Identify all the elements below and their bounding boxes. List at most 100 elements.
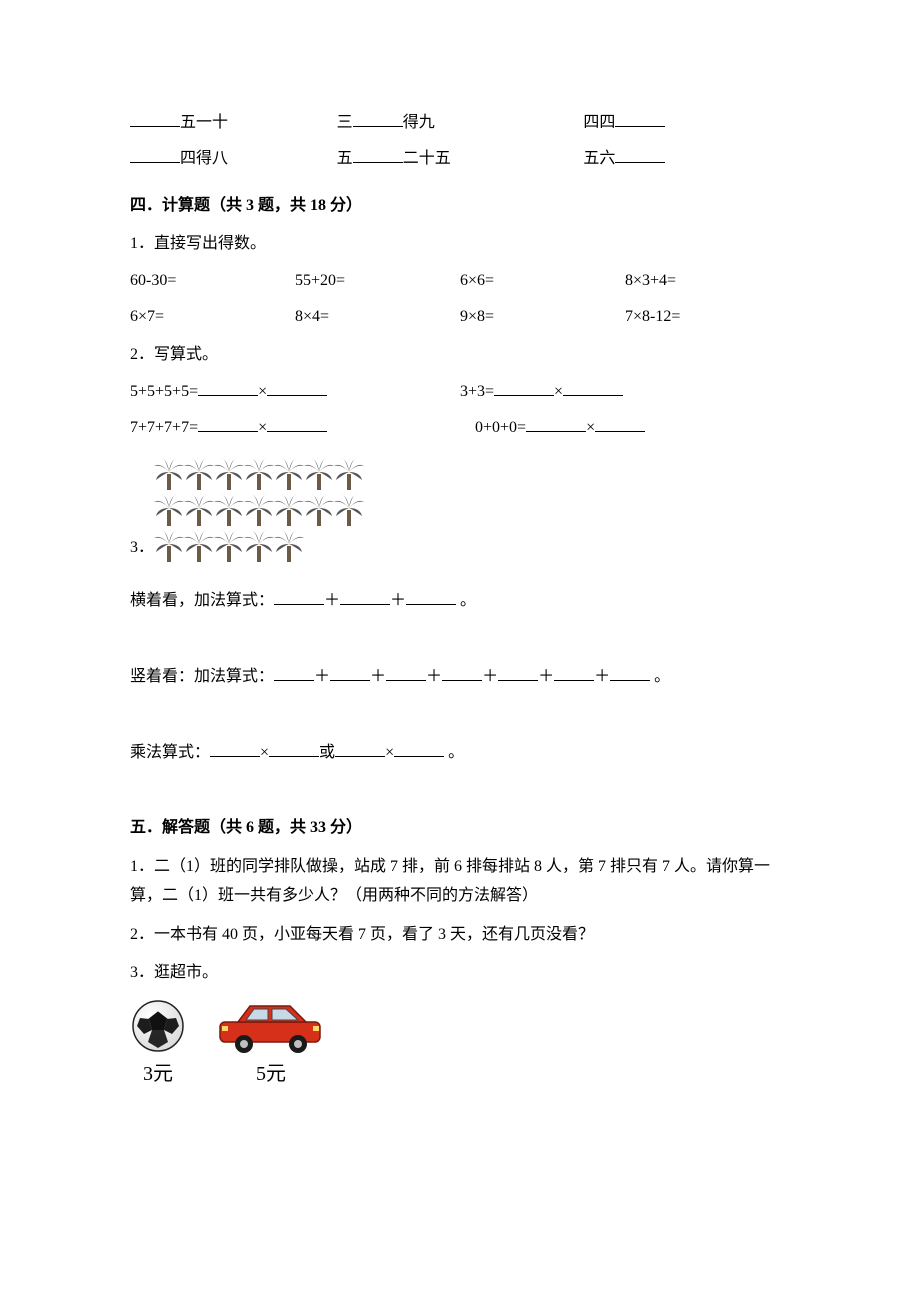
blank[interactable] [274,664,314,681]
text: × [258,383,267,400]
text: 三 [337,114,353,131]
blank[interactable] [335,740,385,757]
expr: 8×4= [295,304,460,330]
end: 。 [650,668,670,685]
s4-q1-prompt: 1．直接写出得数。 [130,231,790,257]
blank[interactable] [615,110,665,127]
s4-q3: 3． [130,450,790,564]
s4-q2-r2-b: 0+0+0=× [445,415,790,441]
blank[interactable] [353,146,403,163]
expr: 6×7= [130,304,295,330]
blank[interactable] [595,415,645,432]
expr: 8×3+4= [625,268,790,294]
blank[interactable] [198,415,258,432]
tree-row [154,492,364,528]
sep: × [385,744,394,761]
fillin-row-1: 五一十 三 得九 四四 [130,110,790,136]
blank[interactable] [526,415,586,432]
text: × [586,419,595,436]
s4-q2-prompt: 2．写算式。 [130,342,790,368]
s5-q1: 1．二（1）班的同学排队做操，站成 7 排，前 6 排每排站 8 人，第 7 排… [130,853,790,911]
blank[interactable] [406,588,456,605]
s4-q3-vert: 竖着看：加法算式：＋＋＋＋＋＋ 。 [130,664,790,690]
text: 5+5+5+5= [130,383,198,400]
end: 。 [444,744,464,761]
car-icon [216,998,326,1054]
text: 得九 [403,114,435,131]
blank[interactable] [386,664,426,681]
sep: × [260,744,269,761]
s4-q3-horiz: 横着看，加法算式： ＋ ＋ 。 [130,588,790,614]
blank[interactable] [353,110,403,127]
soccer-ball-icon [130,998,186,1054]
sep: ＋ [594,668,610,685]
worksheet-page: 五一十 三得九 四四 四得八 五二十五 五六 四．计算题（共 3 题，共 18 … [0,0,920,1150]
s5-q2: 2．一本书有 40 页，小亚每天看 7 页，看了 3 天，还有几页没看？ [130,922,790,948]
tree-row [154,456,364,492]
sep: ＋ [426,668,442,685]
product-car: 5元 [216,998,326,1090]
expr: 9×8= [460,304,625,330]
blank[interactable] [498,664,538,681]
blank[interactable] [615,146,665,163]
fillin-r1-c3: 四四 [543,110,790,136]
blank[interactable] [269,740,319,757]
text: 五一十 [180,114,228,131]
blank[interactable] [563,379,623,396]
blank[interactable] [330,664,370,681]
label: 竖着看：加法算式： [130,668,274,685]
blank[interactable] [394,740,444,757]
expr: 55+20= [295,268,460,294]
s4-q1-row2: 6×7= 8×4= 9×8= 7×8-12= [130,304,790,330]
s4-q2-r1-b: 3+3= × [460,379,790,405]
sep: ＋ [314,668,330,685]
sep: ＋ [324,592,340,609]
blank[interactable] [267,415,327,432]
label: 横着看，加法算式： [130,592,274,609]
fillin-r1-c1: 五一十 [130,110,337,136]
expr: 7×8-12= [625,304,790,330]
fillin-r2-c3: 五六 [543,146,790,172]
text: × [554,383,563,400]
s4-q2-row1: 5+5+5+5= × 3+3= × [130,379,790,405]
text: 四得八 [180,150,228,167]
product-label: 5元 [256,1058,286,1090]
tree-row [154,528,364,564]
blank[interactable] [130,110,180,127]
s4-q1-row1: 60-30= 55+20= 6×6= 8×3+4= [130,268,790,294]
blank[interactable] [442,664,482,681]
blank[interactable] [130,146,180,163]
s4-q2-r1-a: 5+5+5+5= × [130,379,460,405]
blank[interactable] [610,664,650,681]
expr: 60-30= [130,268,295,294]
sep: ＋ [390,592,406,609]
product-soccer: 3元 [130,998,186,1090]
products-row: 3元 5元 [130,998,790,1090]
blank[interactable] [274,588,324,605]
fillin-row-2: 四得八 五二十五 五六 [130,146,790,172]
section5-title: 五．解答题（共 6 题，共 33 分） [130,815,790,841]
product-label: 3元 [143,1058,173,1090]
blank[interactable] [494,379,554,396]
s4-q3-mult: 乘法算式：×或× 。 [130,740,790,766]
text: 7+7+7+7= [130,419,198,436]
text: × [258,419,267,436]
sep: ＋ [538,668,554,685]
end: 。 [456,592,476,609]
s4-q2-r2-a: 7+7+7+7= × [130,415,445,441]
blank[interactable] [267,379,327,396]
sep: ＋ [482,668,498,685]
label: 乘法算式： [130,744,210,761]
s4-q3-num: 3． [130,535,154,565]
text: 3+3= [460,383,494,400]
blank[interactable] [198,379,258,396]
expr: 6×6= [460,268,625,294]
fillin-r2-c2: 五二十五 [337,146,544,172]
fillin-r2-c1: 四得八 [130,146,337,172]
blank[interactable] [210,740,260,757]
s5-q3: 3．逛超市。 [130,960,790,986]
s4-q2-row2: 7+7+7+7= × 0+0+0=× [130,415,790,441]
blank[interactable] [554,664,594,681]
text: 五六 [583,150,615,167]
blank[interactable] [340,588,390,605]
